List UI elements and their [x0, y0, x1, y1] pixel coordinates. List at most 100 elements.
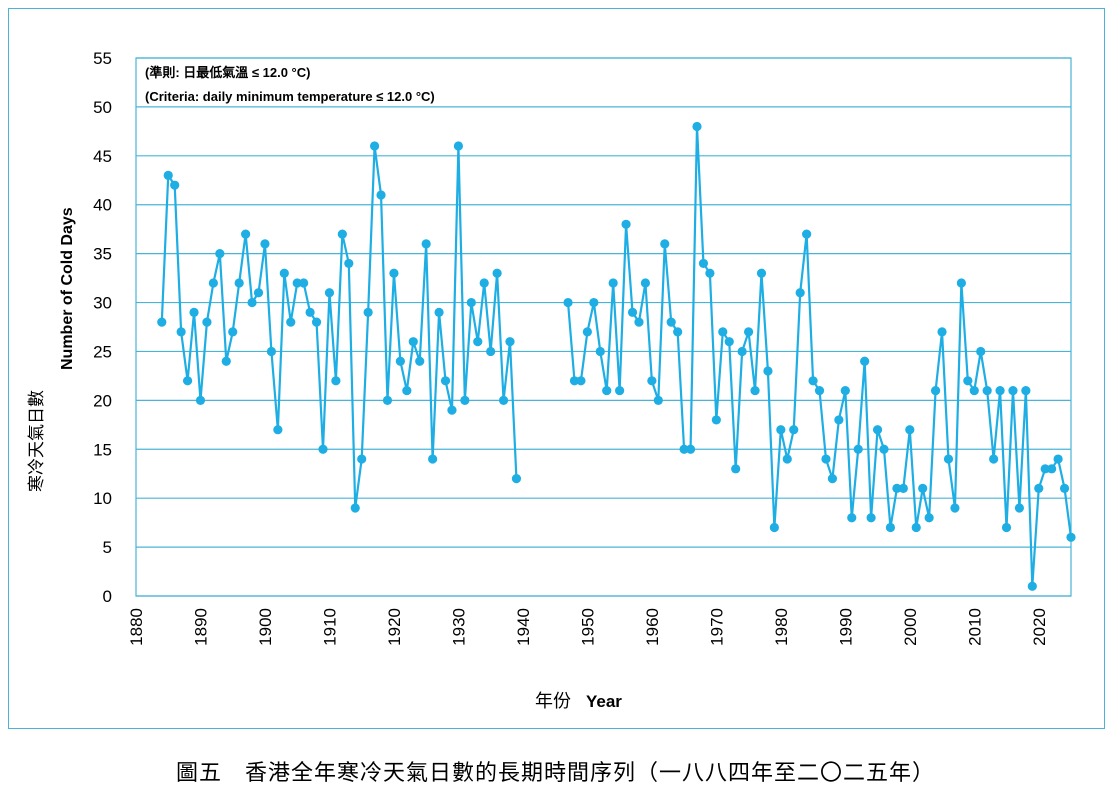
data-point: [363, 307, 373, 317]
data-point: [1001, 522, 1012, 533]
data-point: [369, 141, 380, 151]
data-point: [821, 454, 831, 464]
data-point: [795, 288, 805, 298]
data-point: [253, 288, 264, 298]
data-point: [582, 327, 592, 337]
data-point: [911, 522, 921, 533]
data-point: [834, 415, 844, 425]
data-point: [1059, 483, 1070, 493]
data-point: [950, 503, 960, 513]
data-point: [872, 425, 883, 435]
y-tick-label: 35: [93, 245, 112, 264]
data-point: [576, 376, 586, 386]
data-point: [769, 522, 779, 533]
data-point: [305, 307, 315, 317]
data-point: [718, 327, 728, 337]
y-tick-label: 55: [93, 49, 112, 68]
data-point: [847, 513, 857, 523]
x-tick-label: 1960: [643, 608, 662, 646]
data-point: [1053, 454, 1063, 464]
data-point: [1047, 464, 1057, 474]
data-point: [905, 425, 915, 435]
data-point: [724, 337, 734, 347]
data-point: [866, 513, 876, 523]
data-point: [569, 376, 580, 386]
data-point: [241, 229, 251, 239]
series-line: [160, 145, 518, 509]
data-point: [750, 385, 760, 396]
data-point: [814, 385, 825, 396]
data-point: [460, 395, 470, 405]
data-point: [286, 317, 296, 327]
data-point: [466, 297, 476, 308]
data-point: [453, 141, 464, 151]
data-point: [660, 239, 670, 249]
x-tick-label: 1890: [191, 608, 210, 646]
criteria-note-zh: (準則: 日最低氣溫 ≤ 12.0 °C): [145, 65, 310, 80]
data-point: [402, 385, 412, 396]
data-point: [170, 180, 180, 190]
data-point: [1066, 532, 1076, 542]
data-point: [1008, 385, 1018, 396]
data-point: [943, 454, 954, 464]
data-point: [563, 297, 573, 308]
data-point: [311, 317, 322, 327]
x-tick-label: 1920: [385, 608, 404, 646]
figure-caption: 圖五 香港全年寒冷天氣日數的長期時間序列（一八八四年至二〇二五年）: [175, 761, 935, 786]
data-point: [963, 376, 973, 386]
data-point: [473, 337, 483, 347]
data-point: [602, 385, 612, 396]
data-point: [479, 278, 489, 288]
data-point: [318, 444, 328, 454]
x-tick-label: 1900: [256, 608, 275, 646]
y-tick-label: 5: [103, 538, 112, 557]
data-point: [434, 307, 444, 317]
data-point: [511, 474, 522, 484]
data-point: [789, 425, 799, 435]
data-point: [331, 376, 341, 386]
data-point: [685, 444, 696, 454]
data-point: [679, 444, 689, 454]
data-point: [698, 258, 709, 269]
data-point: [428, 454, 438, 464]
data-point: [937, 327, 947, 337]
series-line: [566, 126, 1073, 587]
cold-days-chart: 0 5 10 15 20 25 30 35 40 45 50 55 1880 1890 1900 1910 1…: [27, 49, 1076, 712]
data-point: [176, 327, 186, 337]
data-point: [260, 239, 270, 249]
data-point: [860, 356, 870, 366]
data-point: [350, 503, 360, 513]
data-point: [447, 405, 457, 415]
x-tick-label: 1910: [320, 608, 339, 646]
data-point: [1027, 581, 1037, 591]
data-point: [202, 317, 212, 327]
data-point: [208, 278, 218, 288]
y-tick-label: 15: [93, 440, 112, 459]
data-point: [763, 366, 773, 376]
data-point: [879, 444, 889, 454]
data-point: [189, 307, 199, 317]
data-point: [357, 454, 367, 464]
data-point: [408, 337, 418, 347]
data-point: [234, 278, 244, 288]
data-point: [989, 454, 999, 464]
y-tick-label: 0: [103, 587, 112, 606]
data-point: [969, 385, 979, 396]
data-point: [215, 249, 225, 259]
data-point: [666, 317, 676, 327]
data-point: [221, 356, 231, 366]
data-point: [615, 385, 625, 396]
x-tick-label: 2010: [965, 608, 984, 646]
data-point: [337, 229, 347, 239]
data-point: [743, 327, 754, 337]
data-point: [498, 395, 509, 405]
data-point: [1040, 464, 1050, 474]
data-point: [589, 297, 599, 308]
data-point: [827, 474, 838, 484]
data-point: [266, 346, 277, 357]
data-point: [376, 190, 386, 200]
data-point: [621, 219, 631, 229]
data-point: [195, 395, 206, 405]
x-axis-label-zh: 年份: [535, 691, 571, 712]
data-point: [673, 327, 683, 337]
